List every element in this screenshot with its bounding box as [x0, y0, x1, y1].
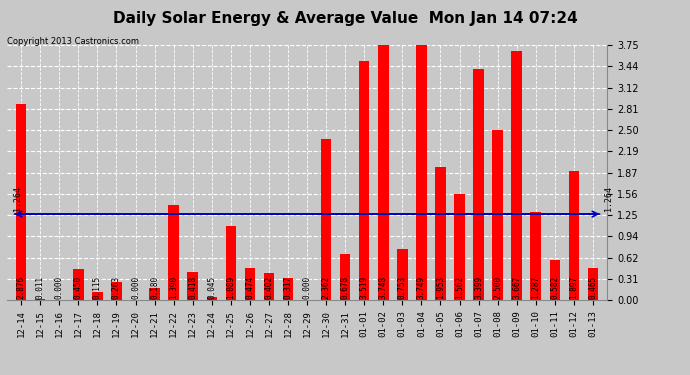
Text: 0.465: 0.465	[589, 276, 598, 299]
Bar	[549, 260, 560, 300]
Bar	[416, 45, 426, 300]
Bar	[321, 140, 331, 300]
Text: 0.000: 0.000	[131, 276, 140, 299]
Text: 2.362: 2.362	[322, 276, 331, 299]
Text: 0.000: 0.000	[55, 276, 63, 299]
Bar	[245, 268, 255, 300]
Bar	[188, 272, 198, 300]
Bar	[264, 273, 274, 300]
Text: 0.402: 0.402	[264, 276, 273, 299]
Text: 0.011: 0.011	[36, 276, 45, 299]
Text: 0.000: 0.000	[302, 276, 312, 299]
Text: 0.317: 0.317	[284, 276, 293, 299]
Text: 2.876: 2.876	[17, 276, 26, 299]
Bar	[473, 69, 484, 300]
Text: Daily Solar Energy & Average Value  Mon Jan 14 07:24: Daily Solar Energy & Average Value Mon J…	[112, 11, 578, 26]
Text: 1.089: 1.089	[226, 276, 235, 299]
Text: 0.450: 0.450	[74, 276, 83, 299]
Text: 3.399: 3.399	[474, 276, 483, 299]
Bar	[435, 167, 446, 300]
Bar	[569, 171, 579, 300]
Bar	[206, 297, 217, 300]
Bar	[168, 206, 179, 300]
Text: 0.753: 0.753	[398, 276, 407, 299]
Text: 3.519: 3.519	[359, 276, 368, 299]
Text: 3.749: 3.749	[417, 276, 426, 299]
Bar	[16, 104, 26, 300]
Text: 0.474: 0.474	[246, 276, 255, 299]
Text: 0.180: 0.180	[150, 276, 159, 299]
Bar	[92, 292, 103, 300]
Text: Copyright 2013 Castronics.com: Copyright 2013 Castronics.com	[7, 38, 139, 46]
Bar	[378, 45, 388, 300]
Text: 2.500: 2.500	[493, 276, 502, 299]
Bar	[226, 226, 236, 300]
Bar	[454, 194, 465, 300]
Text: 1.264: 1.264	[12, 186, 21, 211]
Text: 3.748: 3.748	[379, 276, 388, 299]
Text: 0.582: 0.582	[551, 276, 560, 299]
Text: 1.287: 1.287	[531, 276, 540, 299]
Bar	[111, 282, 121, 300]
Text: 3.667: 3.667	[512, 276, 521, 299]
Bar	[149, 288, 160, 300]
Bar	[531, 213, 541, 300]
Bar	[493, 130, 503, 300]
Bar	[283, 279, 293, 300]
Bar	[35, 299, 46, 300]
Bar	[73, 269, 83, 300]
Text: 1.390: 1.390	[169, 276, 178, 299]
Text: 1.562: 1.562	[455, 276, 464, 299]
Text: 0.418: 0.418	[188, 276, 197, 299]
Bar	[397, 249, 408, 300]
Text: 1.264: 1.264	[604, 186, 613, 211]
Bar	[511, 51, 522, 300]
Text: 0.263: 0.263	[112, 276, 121, 299]
Text: 0.115: 0.115	[93, 276, 102, 299]
Bar	[340, 254, 351, 300]
Text: 1.953: 1.953	[436, 276, 445, 299]
Text: 0.045: 0.045	[207, 276, 216, 299]
Bar	[588, 268, 598, 300]
Text: 1.897: 1.897	[569, 276, 578, 299]
Text: 0.678: 0.678	[341, 276, 350, 299]
Bar	[359, 61, 369, 300]
